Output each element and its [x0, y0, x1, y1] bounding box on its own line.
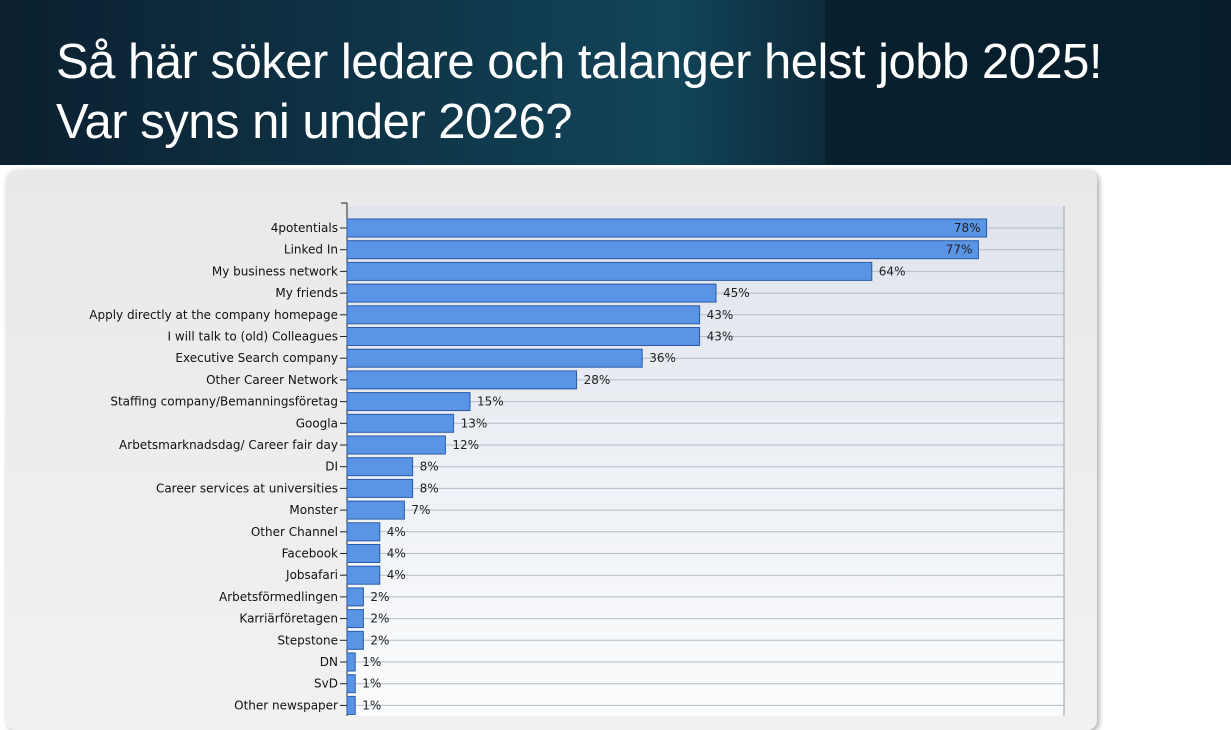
bar-chart: 4potentials 78% Linked In 77% My business ne… [89, 202, 1065, 716]
category-label: Linked In [284, 243, 338, 257]
value-label: 28% [584, 373, 611, 387]
value-label: 2% [370, 612, 389, 626]
category-label: DN [320, 655, 338, 669]
plot-background [347, 206, 1064, 716]
bar [346, 565, 381, 585]
category-label: Other Channel [251, 525, 338, 539]
bar [346, 478, 414, 498]
value-label: 45% [723, 286, 750, 300]
value-label: 2% [370, 633, 389, 647]
bar [346, 218, 988, 238]
category-label: Apply directly at the company homepage [89, 308, 338, 322]
slide-title: Så här söker ledare och talanger helst j… [56, 32, 1103, 152]
category-label: My business network [212, 264, 338, 278]
bar [346, 674, 356, 694]
bar [346, 283, 717, 303]
bar [346, 544, 381, 563]
bar [346, 435, 446, 455]
value-label: 15% [477, 395, 504, 409]
category-label: Executive Search company [175, 351, 338, 365]
category-label: Other Career Network [206, 373, 338, 387]
bar [346, 327, 701, 346]
category-label: My friends [275, 286, 338, 300]
category-label: Facebook [282, 547, 338, 561]
category-label: DI [325, 460, 338, 474]
value-label: 8% [420, 460, 439, 474]
bar [346, 370, 578, 390]
value-label: 4% [387, 547, 406, 561]
value-label: 36% [649, 351, 676, 365]
value-label: 78% [954, 221, 981, 235]
bar [346, 392, 471, 412]
value-label: 8% [420, 481, 439, 495]
value-label: 13% [461, 416, 488, 430]
value-label: 1% [362, 655, 381, 669]
bar [346, 630, 364, 650]
header-shade [825, 0, 1231, 165]
bar [346, 522, 381, 542]
bar [346, 652, 356, 672]
category-label: Stepstone [277, 633, 338, 647]
chart-panel: 4potentials 78% Linked In 77% My business ne… [6, 170, 1097, 730]
category-label: Monster [289, 503, 338, 517]
category-label: Karriärföretagen [239, 612, 338, 626]
bar [346, 587, 364, 607]
value-label: 43% [707, 308, 734, 322]
category-label: 4potentials [271, 221, 338, 235]
category-label: Arbetsmarknadsdag/ Career fair day [119, 438, 338, 452]
category-label: Other newspaper [234, 698, 338, 712]
slide-header: Så här söker ledare och talanger helst j… [0, 0, 1231, 165]
value-label: 7% [411, 503, 430, 517]
bar [346, 348, 643, 368]
bar [346, 609, 364, 629]
title-line-1: Så här söker ledare och talanger helst j… [56, 35, 1103, 89]
bar [346, 305, 701, 325]
bar [346, 457, 414, 477]
category-label: Googla [296, 416, 338, 430]
title-line-2: Var syns ni under 2026? [56, 95, 573, 149]
bar [346, 695, 356, 715]
value-label: 4% [387, 568, 406, 582]
category-label: I will talk to (old) Colleagues [168, 330, 338, 344]
value-label: 1% [362, 677, 381, 691]
value-label: 1% [362, 698, 381, 712]
bar [346, 240, 979, 260]
category-label: Staffing company/Bemanningsföretag [110, 395, 338, 409]
value-label: 43% [707, 330, 734, 344]
category-label: Career services at universities [156, 481, 338, 495]
bar [346, 500, 405, 520]
category-label: SvD [314, 677, 338, 691]
category-label: Jobsafari [285, 568, 338, 582]
value-label: 2% [370, 590, 389, 604]
value-label: 64% [879, 264, 906, 278]
value-label: 4% [387, 525, 406, 539]
category-label: Arbetsförmedlingen [219, 590, 338, 604]
value-label: 12% [452, 438, 479, 452]
bar [346, 413, 455, 433]
bar [346, 261, 873, 281]
value-label: 77% [946, 243, 973, 257]
